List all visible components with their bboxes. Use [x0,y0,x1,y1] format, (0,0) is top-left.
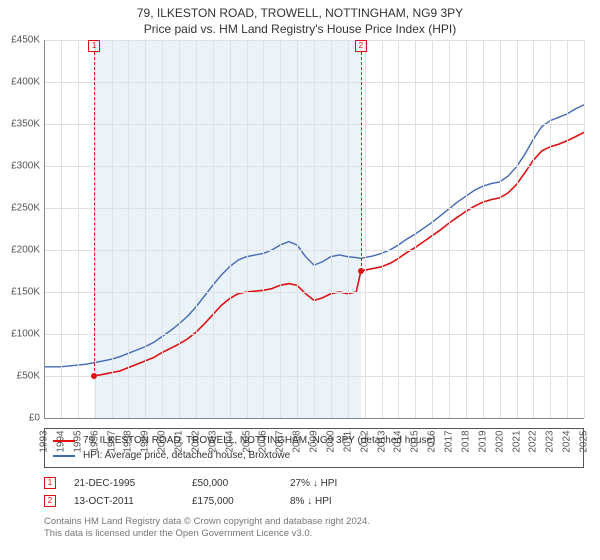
gridline-v [263,40,264,418]
legend-row: 79, ILKESTON ROAD, TROWELL, NOTTINGHAM, … [53,433,575,448]
gridline-v [584,40,585,418]
gridline-v [196,40,197,418]
gridline-v [382,40,383,418]
gridline-v [247,40,248,418]
gridline-v [297,40,298,418]
titles: 79, ILKESTON ROAD, TROWELL, NOTTINGHAM, … [0,0,600,36]
series-price_paid [94,132,584,376]
gridline-v [500,40,501,418]
event-delta: 8% ↓ HPI [290,496,332,507]
title-sub: Price paid vs. HM Land Registry's House … [0,22,600,36]
y-axis-label: £50K [17,371,40,382]
gridline-v [230,40,231,418]
y-axis-label: £250K [11,203,40,214]
gridline-v [112,40,113,418]
legend: 79, ILKESTON ROAD, TROWELL, NOTTINGHAM, … [44,428,584,468]
gridline-v [466,40,467,418]
chart-area: £0£50K£100K£150K£200K£250K£300K£350K£400… [44,40,584,418]
gridline-v [567,40,568,418]
y-axis-label: £150K [11,287,40,298]
gridline-v [415,40,416,418]
bottom-panel: 79, ILKESTON ROAD, TROWELL, NOTTINGHAM, … [44,428,584,554]
y-axis-line [44,40,45,418]
gridline-v [365,40,366,418]
gridline-v [432,40,433,418]
event-marker-line [361,52,362,271]
chart-container: 79, ILKESTON ROAD, TROWELL, NOTTINGHAM, … [0,0,600,560]
gridline-v [533,40,534,418]
gridline-v [483,40,484,418]
event-marker-line [94,52,95,376]
y-axis-label: £100K [11,329,40,340]
legend-label: HPI: Average price, detached house, Brox… [83,450,290,461]
event-price: £175,000 [192,496,272,507]
gridline-v [449,40,450,418]
footnote: Contains HM Land Registry data © Crown c… [44,516,584,541]
footnote-line-1: Contains HM Land Registry data © Crown c… [44,516,584,528]
event-price: £50,000 [192,478,272,489]
y-axis-label: £400K [11,77,40,88]
event-row: 2 13-OCT-2011 £175,000 8% ↓ HPI [44,492,584,510]
event-table: 1 21-DEC-1995 £50,000 27% ↓ HPI 2 13-OCT-2011… [44,474,584,510]
gridline-v [398,40,399,418]
event-marker-box: 1 [88,40,100,52]
event-date: 13-OCT-2011 [74,496,174,507]
gridline-v [550,40,551,418]
event-row: 1 21-DEC-1995 £50,000 27% ↓ HPI [44,474,584,492]
y-axis-label: £450K [11,35,40,46]
event-delta: 27% ↓ HPI [290,478,337,489]
event-number: 2 [44,495,56,507]
gridline-v [162,40,163,418]
gridline-v [128,40,129,418]
gridline-v [331,40,332,418]
legend-row: HPI: Average price, detached house, Brox… [53,448,575,463]
gridline-v [213,40,214,418]
gridline-v [314,40,315,418]
event-marker-dot [358,268,364,274]
event-marker-dot [91,373,97,379]
gridline-h [44,418,584,419]
event-number: 1 [44,477,56,489]
gridline-v [61,40,62,418]
gridline-v [78,40,79,418]
footnote-line-2: This data is licensed under the Open Gov… [44,528,584,540]
legend-swatch [53,455,75,457]
title-main: 79, ILKESTON ROAD, TROWELL, NOTTINGHAM, … [0,6,600,20]
y-axis-label: £0 [29,413,40,424]
gridline-v [348,40,349,418]
y-axis-label: £300K [11,161,40,172]
event-marker-box: 2 [355,40,367,52]
gridline-v [145,40,146,418]
plot-area: £0£50K£100K£150K£200K£250K£300K£350K£400… [44,40,584,418]
event-date: 21-DEC-1995 [74,478,174,489]
y-axis-label: £350K [11,119,40,130]
y-axis-label: £200K [11,245,40,256]
legend-label: 79, ILKESTON ROAD, TROWELL, NOTTINGHAM, … [83,435,435,446]
legend-swatch [53,440,75,442]
gridline-v [179,40,180,418]
gridline-v [517,40,518,418]
gridline-v [280,40,281,418]
